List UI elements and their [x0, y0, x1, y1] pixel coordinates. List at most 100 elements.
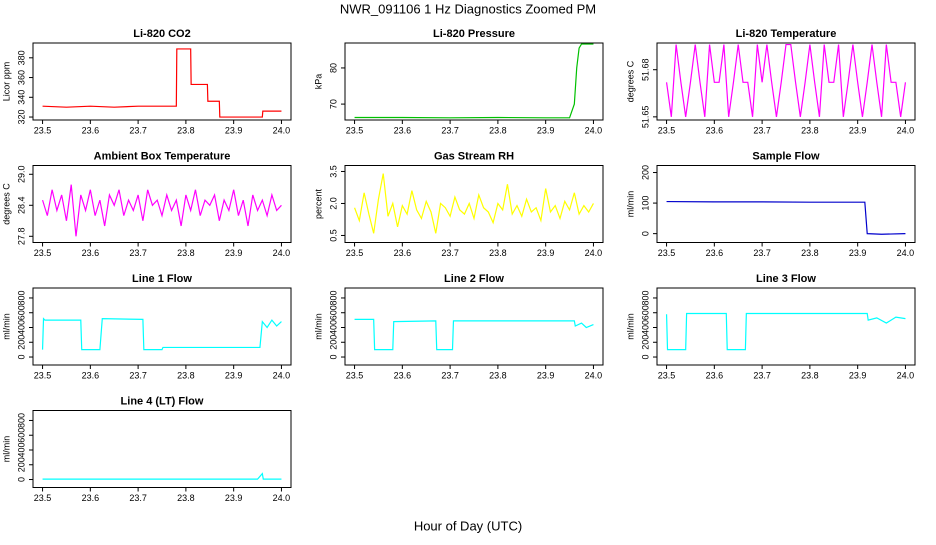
x-tick-label: 23.5	[658, 125, 676, 135]
y-tick-label: 29.0	[16, 166, 26, 184]
y-tick-label: 380	[16, 50, 26, 65]
y-tick-label: 0.5	[328, 229, 338, 242]
x-tick-label: 23.9	[849, 370, 867, 380]
plot-frame	[344, 165, 604, 243]
x-tick-label: 23.8	[177, 125, 195, 135]
y-axis-label: ml/min	[1, 436, 11, 463]
x-tick-label: 23.7	[441, 248, 459, 258]
x-tick-label: 24.0	[585, 248, 603, 258]
plot-frame	[656, 42, 916, 121]
panel-title: Line 2 Flow	[444, 273, 504, 285]
data-line	[42, 472, 282, 480]
page-title: NWR_091106 1 Hz Diagnostics Zoomed PM	[340, 1, 596, 16]
x-tick-label: 23.6	[706, 370, 724, 380]
data-line	[353, 173, 594, 234]
y-tick-label: 70	[328, 99, 338, 109]
data-line	[42, 48, 282, 118]
x-tick-label: 24.0	[897, 248, 915, 258]
panel-title: Sample Flow	[752, 150, 820, 162]
x-tick-label: 23.6	[82, 125, 100, 135]
x-tick-label: 23.5	[346, 248, 364, 258]
x-tick-label: 23.9	[537, 248, 555, 258]
panel-title: Gas Stream RH	[434, 150, 514, 162]
y-tick-label: 200	[640, 165, 650, 180]
y-axis-label: ml/min	[625, 313, 635, 340]
y-tick-label: 360	[16, 70, 26, 85]
x-tick-label: 23.8	[177, 493, 195, 503]
x-tick-label: 23.5	[34, 125, 52, 135]
x-tick-label: 23.6	[706, 125, 724, 135]
plot-frame	[32, 287, 292, 366]
x-tick-label: 23.6	[82, 248, 100, 258]
y-axis-label: ml/min	[625, 191, 635, 218]
x-tick-label: 23.9	[225, 248, 243, 258]
y-tick-label: 0	[640, 231, 650, 236]
data-line	[665, 312, 906, 351]
y-axis-label: degrees C	[625, 60, 635, 102]
panel-title: Line 1 Flow	[132, 273, 192, 285]
data-line	[354, 318, 594, 351]
y-tick-label: 600	[640, 305, 650, 320]
x-tick-label: 23.7	[129, 125, 147, 135]
plot-frame	[32, 42, 292, 121]
plot-frame	[344, 287, 604, 366]
y-tick-label: 200	[640, 335, 650, 350]
y-tick-label: 800	[16, 413, 26, 428]
data-line	[354, 43, 594, 119]
y-tick-label: 51.68	[640, 58, 650, 81]
y-tick-label: 0	[16, 477, 26, 482]
x-tick-label: 23.5	[34, 493, 52, 503]
y-axis-label: percent	[313, 188, 323, 219]
x-tick-label: 23.9	[849, 248, 867, 258]
y-tick-label: 340	[16, 90, 26, 105]
x-tick-label: 24.0	[585, 370, 603, 380]
panel-title: Ambient Box Temperature	[94, 150, 231, 162]
x-tick-label: 23.8	[489, 248, 507, 258]
y-tick-label: 200	[16, 457, 26, 472]
data-line	[665, 43, 907, 117]
y-tick-label: 200	[328, 335, 338, 350]
y-axis-label: ml/min	[313, 313, 323, 340]
x-tick-label: 23.7	[129, 493, 147, 503]
x-tick-label: 24.0	[897, 370, 915, 380]
x-tick-label: 23.8	[801, 370, 819, 380]
y-tick-label: 320	[16, 110, 26, 125]
plot-frame	[32, 410, 292, 488]
x-tick-label: 23.7	[753, 248, 771, 258]
panel-title: Line 3 Flow	[756, 273, 816, 285]
x-tick-label: 23.9	[849, 125, 867, 135]
plot-frame	[344, 42, 604, 121]
x-tick-label: 23.5	[658, 248, 676, 258]
y-tick-label: 400	[640, 320, 650, 335]
y-tick-label: 800	[640, 290, 650, 305]
x-tick-label: 23.5	[658, 370, 676, 380]
x-tick-label: 24.0	[897, 125, 915, 135]
x-tick-label: 24.0	[273, 493, 291, 503]
y-axis-label: Licor ppm	[1, 62, 11, 102]
x-tick-label: 23.8	[177, 248, 195, 258]
y-axis-label: degrees C	[1, 183, 11, 225]
x-axis-label: Hour of Day (UTC)	[414, 518, 522, 533]
panel-title: Li-820 Temperature	[736, 28, 837, 40]
x-tick-label: 23.8	[801, 248, 819, 258]
x-tick-label: 23.7	[441, 125, 459, 135]
x-tick-label: 23.9	[537, 125, 555, 135]
x-tick-label: 23.6	[706, 248, 724, 258]
x-tick-label: 23.6	[394, 248, 412, 258]
data-line	[666, 200, 906, 235]
x-tick-label: 23.5	[346, 370, 364, 380]
x-tick-label: 23.6	[394, 125, 412, 135]
x-tick-label: 23.8	[489, 125, 507, 135]
y-tick-label: 200	[16, 335, 26, 350]
y-axis-label: ml/min	[1, 313, 11, 340]
y-tick-label: 27.8	[16, 228, 26, 246]
y-tick-label: 100	[640, 196, 650, 211]
x-tick-label: 23.5	[346, 125, 364, 135]
y-tick-label: 800	[16, 290, 26, 305]
x-tick-label: 23.7	[753, 125, 771, 135]
y-tick-label: 28.4	[16, 197, 26, 215]
x-tick-label: 23.7	[753, 370, 771, 380]
x-tick-label: 24.0	[273, 248, 291, 258]
y-tick-label: 400	[328, 320, 338, 335]
